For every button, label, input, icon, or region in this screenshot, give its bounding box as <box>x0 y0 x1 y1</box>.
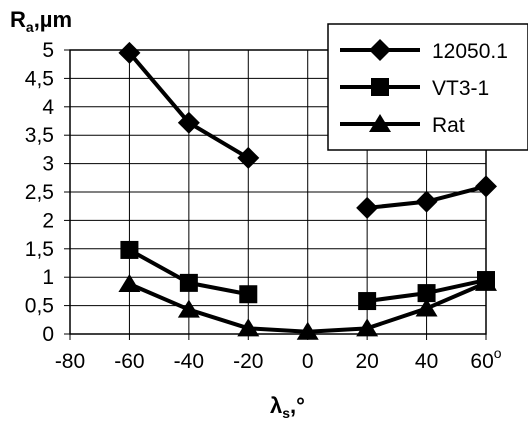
data-point <box>356 318 379 337</box>
data-point <box>118 41 141 64</box>
y-tick-label: 4,5 <box>25 67 54 90</box>
x-axis-title-main: λ <box>270 393 282 418</box>
data-point <box>358 292 377 311</box>
y-tick-label: 4 <box>42 96 54 119</box>
series-Rat <box>118 272 497 340</box>
data-point <box>415 190 438 213</box>
data-point <box>417 284 436 303</box>
x-tick-label: 40 <box>415 350 438 373</box>
data-point <box>179 273 198 292</box>
legend-marker <box>369 39 391 61</box>
y-tick-label: 2,5 <box>25 181 54 204</box>
legend-marker <box>371 78 389 96</box>
degree-sign: o <box>494 345 502 361</box>
x-axis-title: λs,° <box>270 393 305 421</box>
legend-label: 12050.1 <box>432 40 508 63</box>
x-tick-label: -60 <box>114 350 144 373</box>
x-tick-label: 0 <box>302 350 314 373</box>
data-point <box>120 240 139 259</box>
series-12050.1 <box>118 41 497 219</box>
y-tick-label: 2 <box>42 209 54 232</box>
y-tick-label: 3,5 <box>25 124 54 147</box>
y-axis-title-main: R <box>10 7 26 32</box>
legend-marker <box>369 114 391 132</box>
data-point <box>177 299 200 318</box>
data-point <box>475 175 497 198</box>
y-tick-label: 0 <box>42 323 54 346</box>
y-tick-label: 1,5 <box>25 238 54 261</box>
legend-label: Rat <box>432 114 465 137</box>
legend-label: VT3-1 <box>432 77 489 100</box>
legend: 12050.1 VT3-1 Rat <box>327 23 528 151</box>
series-layer <box>118 41 497 340</box>
y-tick-label: 0,5 <box>25 295 54 318</box>
data-point <box>356 196 379 219</box>
data-point <box>237 146 260 169</box>
tick-labels: 0 0,5 1 1,5 2 2,5 3 3,5 4 4,5 5 -80 -60 -40 -20 0 20 40 60… <box>25 39 502 373</box>
y-tick-label: 5 <box>42 39 54 62</box>
x-tick-label: -20 <box>233 350 263 373</box>
data-point <box>237 318 260 337</box>
data-point <box>415 298 438 317</box>
x-axis-title-tail: ,° <box>290 393 305 418</box>
data-point <box>239 285 258 304</box>
y-tick-label: 3 <box>42 153 54 176</box>
x-tick-label: -40 <box>174 350 204 373</box>
data-point <box>118 274 141 293</box>
x-tick-label: -80 <box>55 350 85 373</box>
data-point <box>475 272 497 291</box>
x-tick-label: 20 <box>355 350 378 373</box>
x-axis-title-sub: s <box>282 405 290 421</box>
y-axis-title-sub: a <box>26 19 34 35</box>
x-tick-label: 60o <box>470 345 501 373</box>
y-tick-label: 1 <box>42 266 54 289</box>
y-axis-title: Ra,µm <box>10 7 72 35</box>
data-point <box>177 111 200 134</box>
y-axis-title-tail: ,µm <box>34 7 72 32</box>
data-point <box>296 321 319 340</box>
series-VT3-1 <box>120 240 495 311</box>
